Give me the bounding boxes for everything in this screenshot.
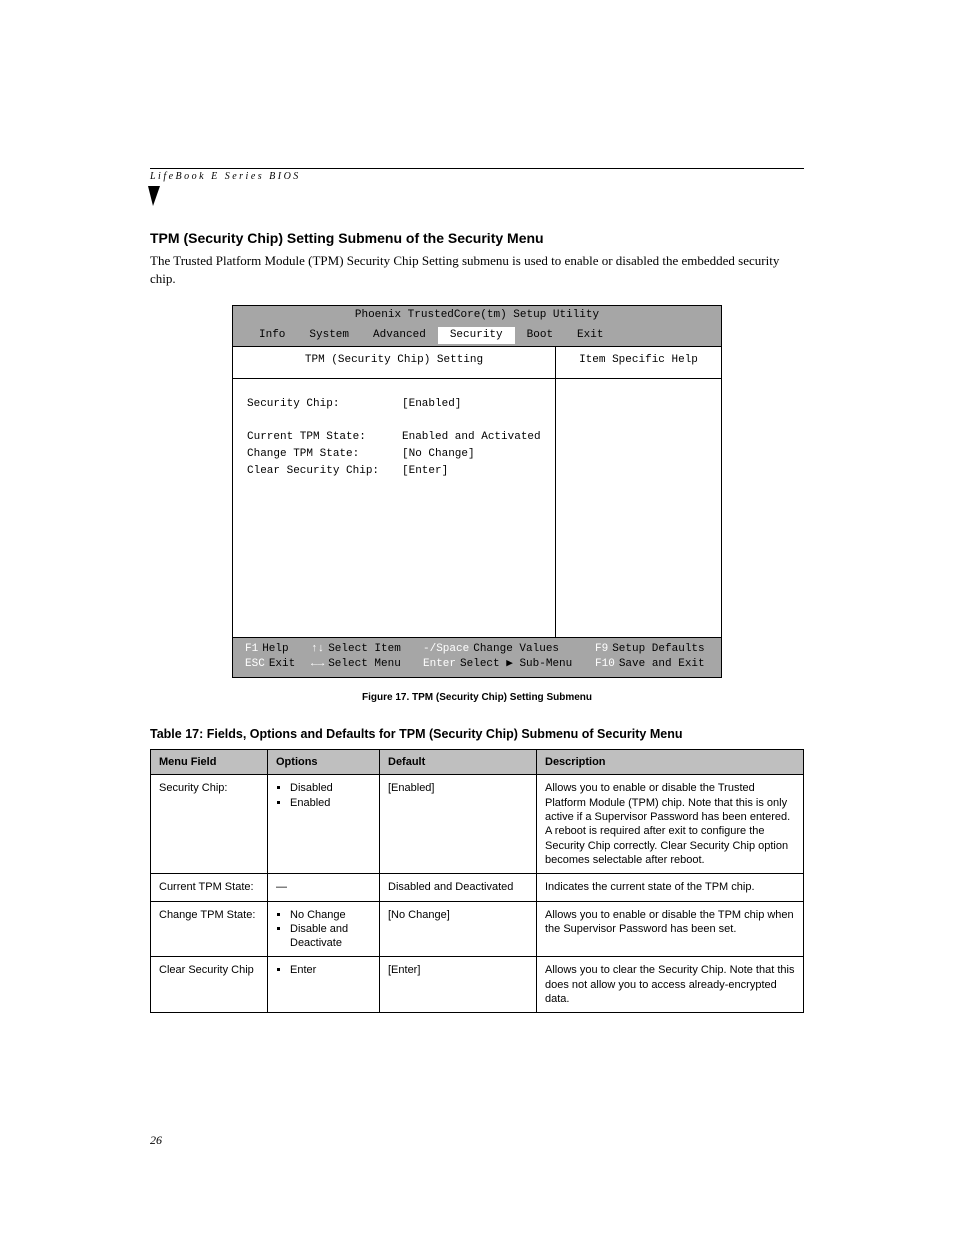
table-row: Clear Security Chip Enter [Enter]Allows yo… xyxy=(151,957,804,1013)
bios-footer-label: Save and Exit xyxy=(619,658,705,670)
document-page: LifeBook E Series BIOS TPM (Security Chi… xyxy=(0,0,954,1188)
option-item: No Change xyxy=(290,908,371,922)
bios-footer-label: Help xyxy=(262,643,288,655)
bios-setting-row: Security Chip:[Enabled] xyxy=(247,397,541,412)
bios-left-panel-title: TPM (Security Chip) Setting xyxy=(233,347,555,379)
bios-setting-row: Current TPM State:Enabled and Activated xyxy=(247,430,541,445)
bios-footer-row: F1 Help ↑↓ Select Item -/Space Change Values F… xyxy=(245,642,709,657)
bios-body: TPM (Security Chip) Setting Security Chi… xyxy=(233,346,721,637)
bios-footer-label: Exit xyxy=(269,658,295,670)
bios-footer-cell: ↑↓ Select Item xyxy=(311,642,423,657)
bios-footer-cell: Enter Select ▶ Sub-Menu xyxy=(423,657,595,672)
intro-paragraph: The Trusted Platform Module (TPM) Securi… xyxy=(150,252,804,287)
option-item: Disabled xyxy=(290,781,371,795)
bios-footer-key: F1 xyxy=(245,643,258,655)
table-row: Security Chip:DisabledEnabled[Enabled]Al… xyxy=(151,775,804,874)
cell-description: Allows you to enable or disable the TPM … xyxy=(537,901,804,957)
bios-tab: Boot xyxy=(515,327,565,344)
section-title: TPM (Security Chip) Setting Submenu of t… xyxy=(150,230,804,246)
bios-footer-cell: F10 Save and Exit xyxy=(595,657,705,672)
option-item: Enabled xyxy=(290,796,371,810)
bios-setting-label: Current TPM State: xyxy=(247,430,402,445)
table-title: Table 17: Fields, Options and Defaults f… xyxy=(150,727,804,741)
cell-default: [No Change] xyxy=(380,901,537,957)
bios-setting-row: Change TPM State:[No Change] xyxy=(247,447,541,462)
bios-footer-key: -/Space xyxy=(423,643,469,655)
bios-setting-row xyxy=(247,413,541,428)
bios-footer-label: Setup Defaults xyxy=(612,643,704,655)
cell-menu-field: Current TPM State: xyxy=(151,874,268,901)
option-item: Disable and Deactivate xyxy=(290,922,371,951)
header-wedge-icon xyxy=(148,186,166,206)
bios-footer-key: Enter xyxy=(423,658,456,670)
bios-footer-label: Change Values xyxy=(473,643,559,655)
cell-description: Allows you to enable or disable the Trus… xyxy=(537,775,804,874)
bios-setting-value: [Enabled] xyxy=(402,397,461,412)
cell-options: Enter xyxy=(268,957,380,1013)
bios-setting-value: Enabled and Activated xyxy=(402,430,541,445)
cell-menu-field: Change TPM State: xyxy=(151,901,268,957)
bios-left-panel: TPM (Security Chip) Setting Security Chi… xyxy=(233,347,556,637)
table-header-cell: Options xyxy=(268,750,380,775)
bios-setting-value: [Enter] xyxy=(402,464,448,479)
cell-default: Disabled and Deactivated xyxy=(380,874,537,901)
bios-footer-label: Select ▶ Sub-Menu xyxy=(460,658,572,670)
bios-tab: Advanced xyxy=(361,327,438,344)
cell-default: [Enter] xyxy=(380,957,537,1013)
page-number: 26 xyxy=(150,1133,804,1148)
bios-help-panel-title: Item Specific Help xyxy=(556,347,721,379)
bios-footer: F1 Help ↑↓ Select Item -/Space Change Values F… xyxy=(233,637,721,678)
table-row: Current TPM State:—Disabled and Deactiva… xyxy=(151,874,804,901)
bios-setting-label: Change TPM State: xyxy=(247,447,402,462)
bios-footer-cell: -/Space Change Values xyxy=(423,642,595,657)
bios-screenshot: Phoenix TrustedCore(tm) Setup Utility In… xyxy=(232,305,722,678)
bios-footer-key: F9 xyxy=(595,643,608,655)
bios-footer-key: ←→ xyxy=(311,658,324,670)
bios-settings-list: Security Chip:[Enabled] Current TPM Stat… xyxy=(233,379,555,637)
table-header-cell: Default xyxy=(380,750,537,775)
bios-footer-cell: ESC Exit xyxy=(245,657,311,672)
bios-footer-cell: F1 Help xyxy=(245,642,311,657)
bios-tab: Security xyxy=(438,327,515,344)
bios-setting-row: Clear Security Chip:[Enter] xyxy=(247,464,541,479)
table-header-cell: Menu Field xyxy=(151,750,268,775)
bios-footer-key: F10 xyxy=(595,658,615,670)
bios-tab: Info xyxy=(247,327,297,344)
bios-footer-cell: F9 Setup Defaults xyxy=(595,642,705,657)
option-item: Enter xyxy=(290,963,371,977)
table-row: Change TPM State:No ChangeDisable and De… xyxy=(151,901,804,957)
bios-setting-label: Security Chip: xyxy=(247,397,402,412)
cell-options: No ChangeDisable and Deactivate xyxy=(268,901,380,957)
figure-caption: Figure 17. TPM (Security Chip) Setting S… xyxy=(150,692,804,703)
bios-footer-row: ESC Exit ←→ Select Menu Enter Select ▶ Sub-Me… xyxy=(245,657,709,672)
cell-menu-field: Security Chip: xyxy=(151,775,268,874)
bios-footer-cell: ←→ Select Menu xyxy=(311,657,423,672)
bios-footer-label: Select Item xyxy=(328,643,401,655)
table-header-cell: Description xyxy=(537,750,804,775)
running-head: LifeBook E Series BIOS xyxy=(150,168,804,182)
fields-table: Menu FieldOptionsDefaultDescription Secu… xyxy=(150,749,804,1013)
bios-footer-key: ESC xyxy=(245,658,265,670)
bios-tab: Exit xyxy=(565,327,615,344)
cell-menu-field: Clear Security Chip xyxy=(151,957,268,1013)
bios-tab: System xyxy=(297,327,361,344)
cell-default: [Enabled] xyxy=(380,775,537,874)
bios-utility-title: Phoenix TrustedCore(tm) Setup Utility xyxy=(233,306,721,325)
cell-options: DisabledEnabled xyxy=(268,775,380,874)
cell-options: — xyxy=(268,874,380,901)
bios-tab-row: InfoSystemAdvancedSecurityBootExit xyxy=(233,325,721,346)
bios-setting-value: [No Change] xyxy=(402,447,475,462)
cell-description: Allows you to clear the Security Chip. N… xyxy=(537,957,804,1013)
bios-footer-key: ↑↓ xyxy=(311,643,324,655)
cell-description: Indicates the current state of the TPM c… xyxy=(537,874,804,901)
bios-footer-label: Select Menu xyxy=(328,658,401,670)
bios-setting-label: Clear Security Chip: xyxy=(247,464,402,479)
bios-help-panel: Item Specific Help xyxy=(556,347,721,637)
